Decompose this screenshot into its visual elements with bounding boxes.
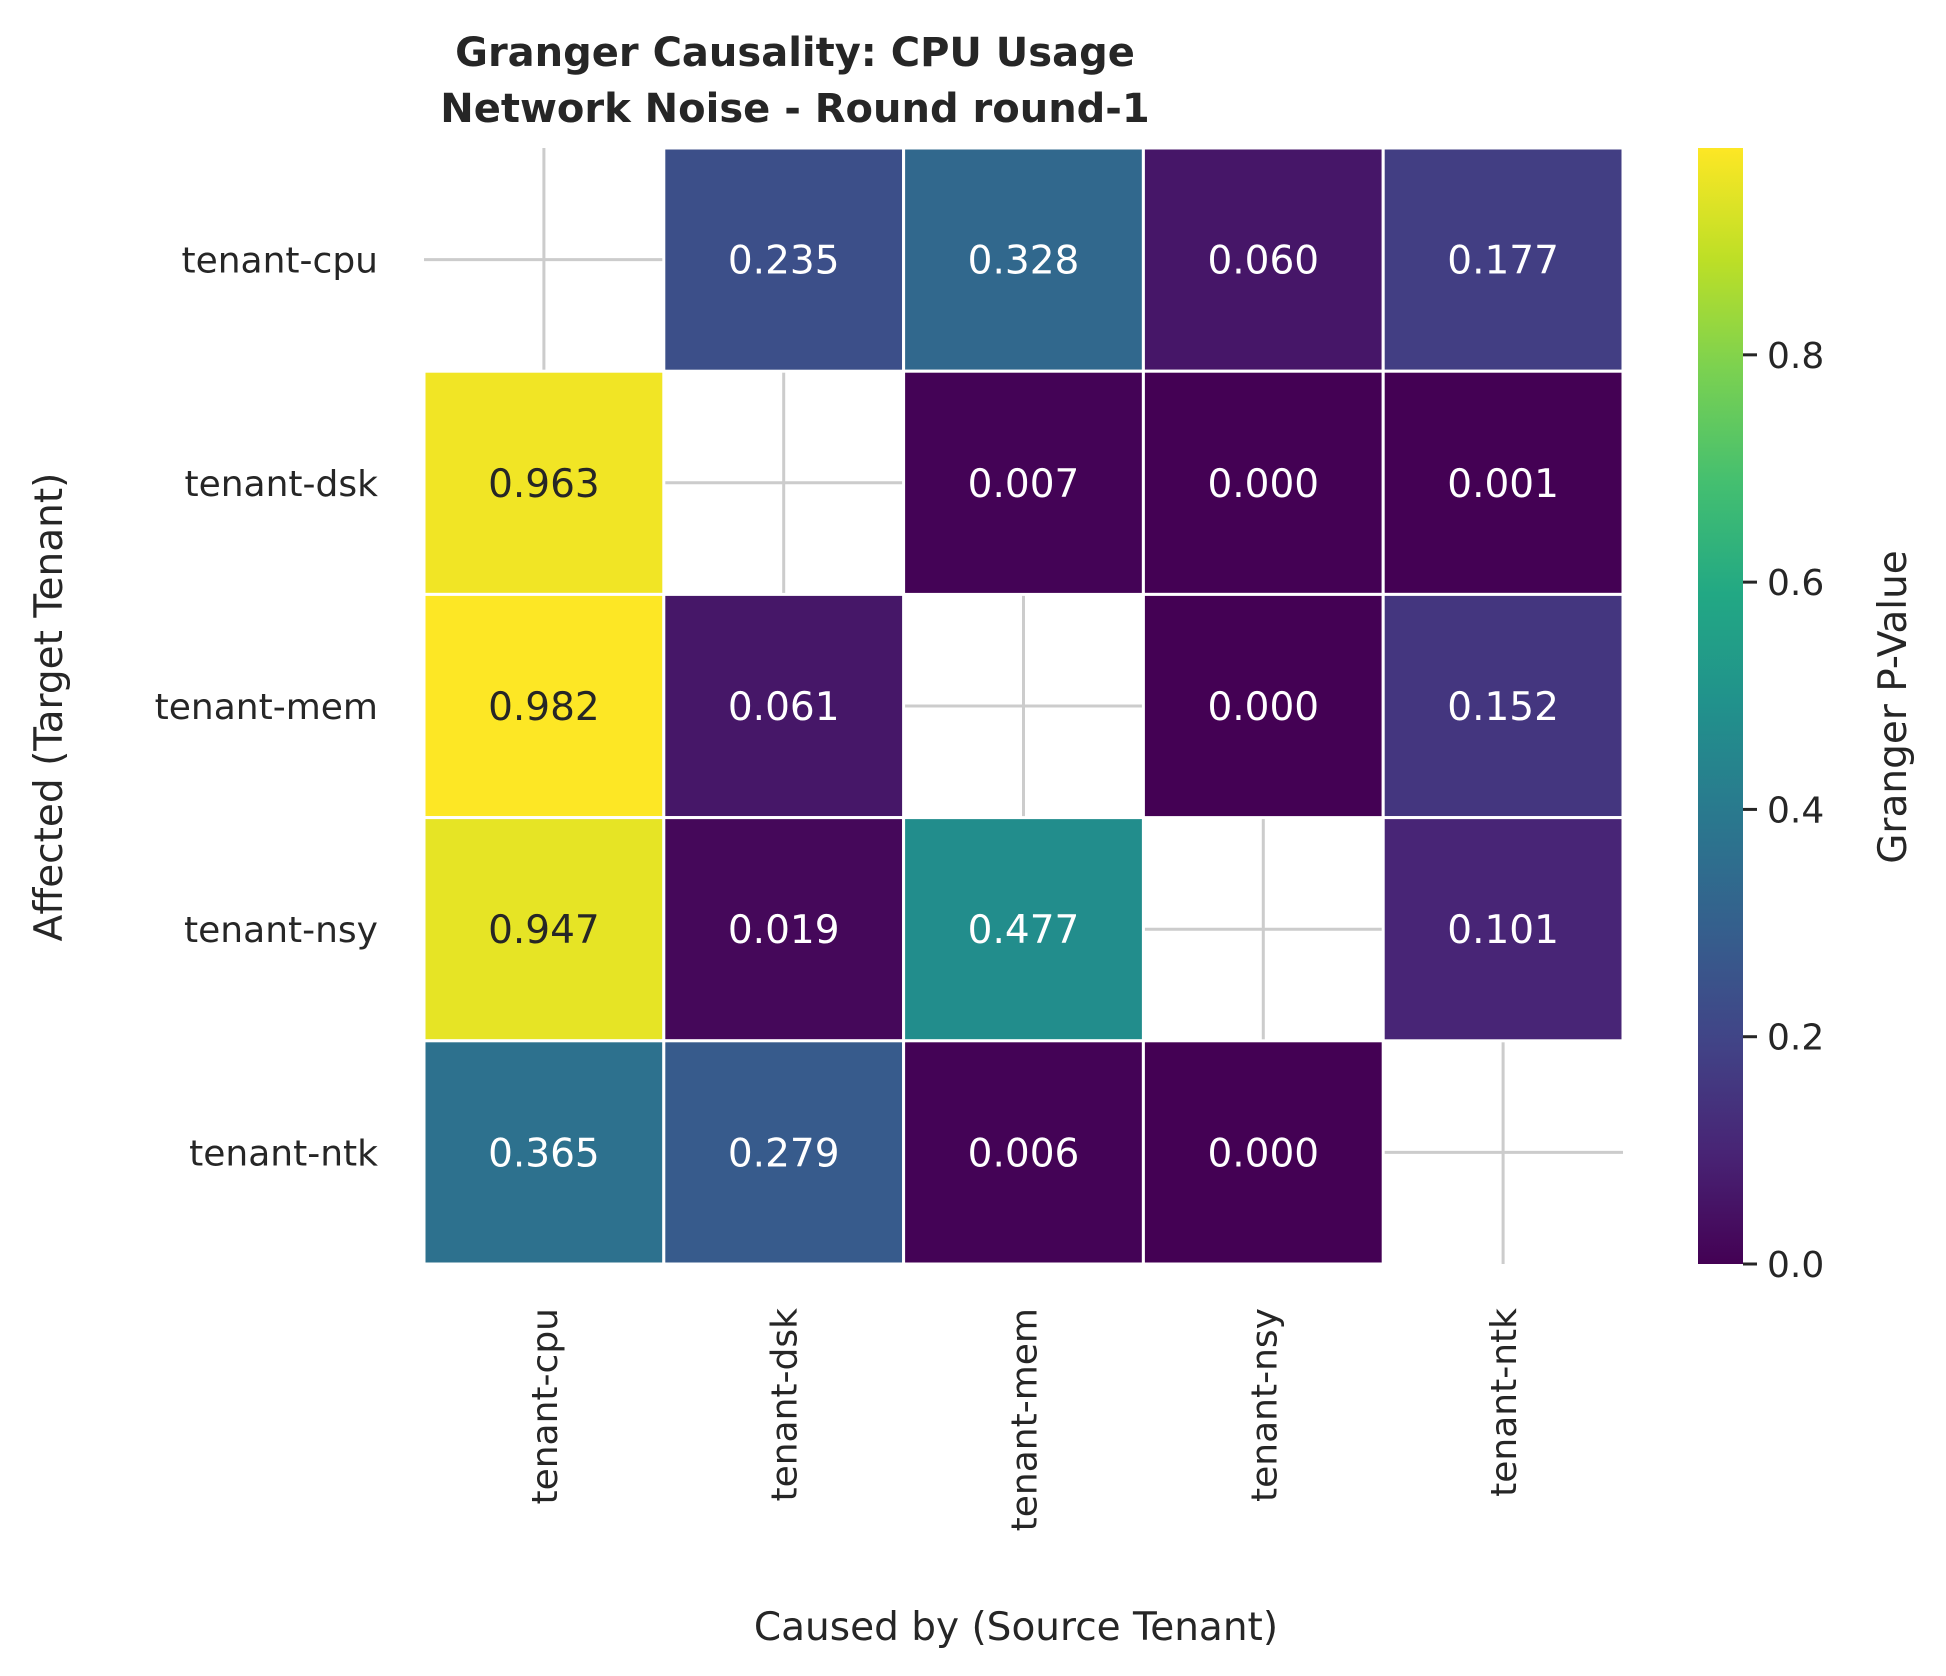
x-tick-labels: tenant-cpu tenant-dsk tenant-mem tenant-nsy… xyxy=(525,1308,1525,1532)
heatmap-cell xyxy=(902,146,1145,373)
heatmap-cell xyxy=(1381,816,1625,1043)
cell-value-label: 0.477 xyxy=(968,908,1080,953)
cell-value-label: 0.235 xyxy=(728,239,840,284)
x-tick-label: tenant-nsy xyxy=(1244,1308,1285,1502)
heatmap-cell xyxy=(422,592,666,820)
cell-value-label: 0.279 xyxy=(728,1131,840,1176)
heatmap-cell xyxy=(902,369,1145,596)
colorbar-tick-label: 0.0 xyxy=(1767,1245,1824,1286)
heatmap-cell xyxy=(1381,369,1625,596)
heatmap-cell xyxy=(1141,369,1385,596)
y-tick-label: tenant-ntk xyxy=(189,1133,378,1174)
cell-value-label: 0.007 xyxy=(968,462,1080,507)
cell-value-label: 0.152 xyxy=(1447,685,1559,730)
cell-value-label: 0.101 xyxy=(1447,908,1559,953)
y-axis-label: Affected (Target Tenant) xyxy=(27,473,72,942)
heatmap-cell xyxy=(1141,592,1385,820)
y-tick-label: tenant-cpu xyxy=(181,241,378,282)
cell-value-label: 0.060 xyxy=(1207,239,1319,284)
heatmap-cell xyxy=(422,1039,666,1266)
cell-value-label: 0.365 xyxy=(488,1131,600,1176)
heatmap-cell xyxy=(1141,1039,1385,1266)
y-tick-label: tenant-mem xyxy=(155,687,378,728)
heatmap-cell xyxy=(662,592,906,820)
cell-value-label: 0.947 xyxy=(488,908,600,953)
colorbar-tick-label: 0.6 xyxy=(1767,563,1824,604)
chart-title-line-1: Granger Causality: CPU Usage xyxy=(455,30,1135,76)
heatmap-cell xyxy=(1381,146,1625,373)
cell-value-label: 0.061 xyxy=(728,685,840,730)
x-tick-label: tenant-cpu xyxy=(525,1308,566,1505)
y-tick-label: tenant-dsk xyxy=(184,464,378,505)
y-tick-label: tenant-nsy xyxy=(184,910,378,951)
colorbar-label: Granger P-Value xyxy=(1871,550,1916,864)
cell-value-label: 0.000 xyxy=(1207,685,1319,730)
cell-value-label: 0.019 xyxy=(728,908,840,953)
x-tick-label: tenant-ntk xyxy=(1484,1308,1525,1497)
cell-value-label: 0.001 xyxy=(1447,462,1559,507)
cell-value-label: 0.328 xyxy=(968,239,1080,284)
x-axis-label: Caused by (Source Tenant) xyxy=(754,1605,1278,1650)
colorbar-tick-label: 0.8 xyxy=(1767,336,1824,377)
x-tick-label: tenant-mem xyxy=(1005,1308,1046,1531)
heatmap-cell xyxy=(902,1039,1145,1266)
colorbar-tick-label: 0.2 xyxy=(1767,1018,1824,1059)
cell-value-label: 0.982 xyxy=(488,685,600,730)
cell-value-label: 0.177 xyxy=(1447,239,1559,284)
cell-value-label: 0.963 xyxy=(488,462,600,507)
colorbar-tick-label: 0.4 xyxy=(1767,790,1824,831)
colorbar-gradient xyxy=(1698,148,1743,1264)
heatmap-cell xyxy=(422,369,666,596)
cell-value-label: 0.000 xyxy=(1207,1131,1319,1176)
cell-value-label: 0.006 xyxy=(968,1131,1080,1176)
heatmap-cell xyxy=(662,1039,906,1266)
chart-title-line-2: Network Noise - Round round-1 xyxy=(440,86,1150,132)
x-tick-label: tenant-dsk xyxy=(765,1308,806,1502)
heatmap-cell xyxy=(422,816,666,1043)
y-tick-labels: tenant-cpu tenant-dsk tenant-mem tenant-nsy… xyxy=(155,241,379,1175)
cell-value-label: 0.000 xyxy=(1207,462,1319,507)
heatmap-cells: 0.235 0.328 0.060 0.177 0.963 0.007 0.000 0.001… xyxy=(422,146,1625,1266)
colorbar: 0.0 0.2 0.4 0.6 0.8 xyxy=(1698,148,1824,1286)
heatmap-cell xyxy=(902,816,1145,1043)
